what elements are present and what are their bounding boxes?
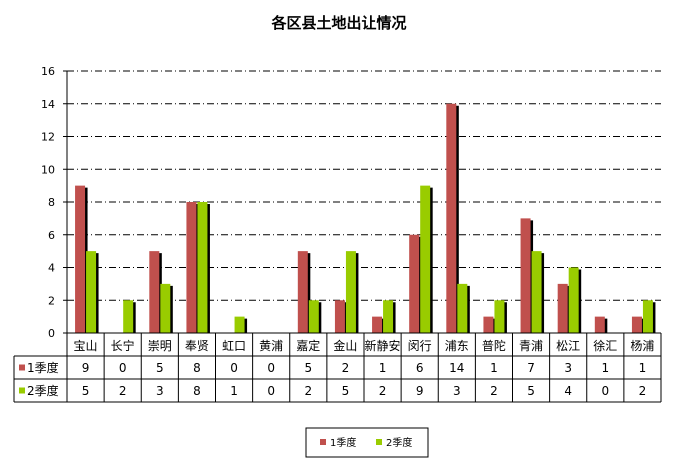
table-cell: 5 <box>82 384 90 398</box>
table-cell: 9 <box>82 361 90 375</box>
y-tick-label: 14 <box>41 98 55 111</box>
table-cell: 7 <box>527 361 535 375</box>
bar <box>557 283 568 333</box>
bar <box>420 185 431 333</box>
y-tick-label: 16 <box>41 65 55 78</box>
legend-label: 1季度 <box>330 436 356 449</box>
bar <box>642 300 653 333</box>
chart-title: 各区县土地出让情况 <box>271 14 407 32</box>
table-cell: 0 <box>601 384 609 398</box>
table-series-label: 2季度 <box>27 383 59 398</box>
category-label: 虹口 <box>222 339 246 353</box>
table-cell: 2 <box>490 384 498 398</box>
bar <box>531 251 542 333</box>
table-cell: 14 <box>449 361 464 375</box>
y-tick-label: 8 <box>48 196 55 209</box>
table-cell: 5 <box>527 384 535 398</box>
table-cell: 2 <box>304 384 312 398</box>
bar <box>446 103 457 333</box>
table-cell: 0 <box>119 361 127 375</box>
category-label: 金山 <box>333 338 357 353</box>
table-cell: 1 <box>490 361 498 375</box>
table-cell: 2 <box>379 384 387 398</box>
bar <box>383 300 394 333</box>
table-cell: 0 <box>267 361 275 375</box>
category-label: 青浦 <box>519 339 543 353</box>
table-cell: 1 <box>601 361 609 375</box>
category-label: 普陀 <box>482 338 506 353</box>
table-cell: 1 <box>639 361 647 375</box>
bar <box>457 283 468 333</box>
table-cell: 2 <box>342 361 350 375</box>
bar <box>308 300 319 333</box>
y-tick-label: 4 <box>48 262 55 275</box>
category-label: 浦东 <box>445 339 469 353</box>
table-cell: 0 <box>267 384 275 398</box>
table-cell: 2 <box>639 384 647 398</box>
table-cell: 0 <box>230 361 238 375</box>
category-label: 崇明 <box>148 339 172 353</box>
bar <box>297 251 308 333</box>
bar <box>345 251 356 333</box>
y-tick-label: 0 <box>48 327 55 340</box>
bar <box>631 316 642 333</box>
bar <box>234 316 245 333</box>
category-label: 奉贤 <box>185 339 209 353</box>
y-tick-label: 6 <box>48 229 55 242</box>
y-tick-label: 10 <box>41 163 55 176</box>
table-series-key <box>19 364 25 371</box>
bar <box>483 316 494 333</box>
table-cell: 8 <box>193 384 201 398</box>
y-tick-label: 2 <box>48 294 55 307</box>
table-cell: 4 <box>564 384 572 398</box>
table-cell: 1 <box>379 361 387 375</box>
category-label: 闵行 <box>408 338 432 353</box>
table-cell: 8 <box>193 361 201 375</box>
table-series-label: 1季度 <box>27 360 59 375</box>
bar <box>372 316 383 333</box>
category-label: 徐汇 <box>593 338 617 353</box>
bar <box>86 251 97 333</box>
bar <box>594 316 605 333</box>
bar <box>494 300 505 333</box>
table-cell: 3 <box>156 384 164 398</box>
bar <box>197 202 208 333</box>
table-cell: 6 <box>416 361 424 375</box>
y-tick-label: 12 <box>41 131 55 144</box>
category-label: 嘉定 <box>296 338 320 353</box>
table-cell: 5 <box>156 361 164 375</box>
category-label: 松江 <box>556 339 580 353</box>
table-cell: 5 <box>304 361 312 375</box>
table-cell: 9 <box>416 384 424 398</box>
table-series-key <box>19 387 25 394</box>
bar <box>123 300 134 333</box>
legend-swatch <box>320 439 326 445</box>
category-label: 长宁 <box>111 338 135 353</box>
table-cell: 1 <box>230 384 238 398</box>
table-cell: 3 <box>453 384 461 398</box>
bar <box>160 283 171 333</box>
category-label: 黄浦 <box>259 339 283 353</box>
bar <box>75 185 86 333</box>
bar <box>568 267 579 333</box>
bar <box>186 202 197 333</box>
legend <box>305 427 429 458</box>
bar <box>520 218 531 333</box>
legend-swatch <box>376 439 382 445</box>
table-cell: 3 <box>564 361 572 375</box>
table-cell: 2 <box>119 384 127 398</box>
table-cell: 5 <box>342 384 350 398</box>
bar <box>149 251 160 333</box>
category-label: 新静安 <box>365 338 401 353</box>
category-label: 宝山 <box>74 339 98 353</box>
bar <box>334 300 345 333</box>
legend-label: 2季度 <box>386 436 412 449</box>
bar <box>409 234 420 333</box>
category-label: 杨浦 <box>630 338 654 353</box>
